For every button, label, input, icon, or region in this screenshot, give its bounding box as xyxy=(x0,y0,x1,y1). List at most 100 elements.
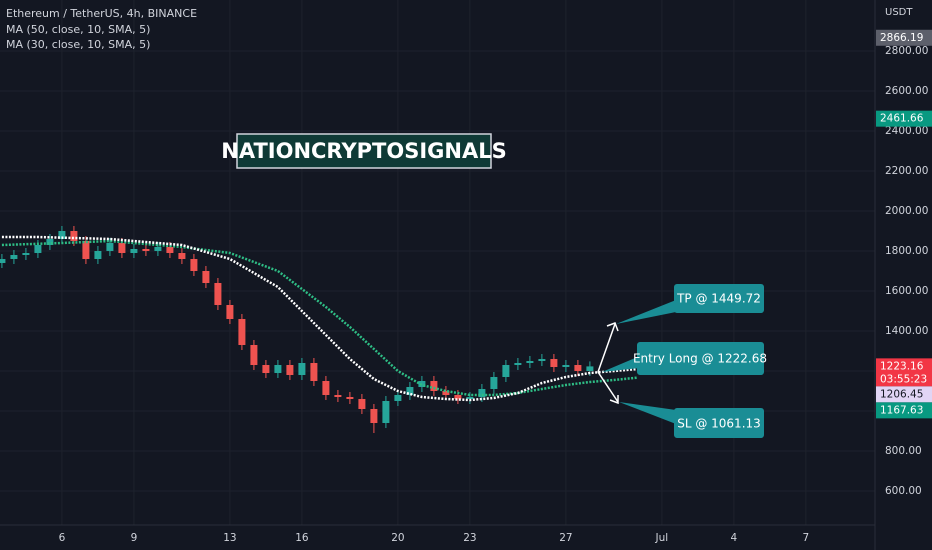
candle-body xyxy=(286,365,294,375)
candle-body xyxy=(22,253,30,255)
moving-average xyxy=(1,235,638,402)
candle-body xyxy=(514,363,522,365)
candle-body xyxy=(142,249,150,251)
candle-body xyxy=(118,243,126,253)
callout-box xyxy=(674,284,764,313)
x-tick-label: 13 xyxy=(223,532,236,544)
arrow-head xyxy=(609,395,619,405)
y-tick-label: 800.00 xyxy=(885,445,922,457)
chart-title: Ethereum / TetherUS, 4h, BINANCE xyxy=(6,7,197,20)
callout-box xyxy=(637,342,764,375)
legend-entry: MA (50, close, 10, SMA, 5) xyxy=(6,23,150,36)
x-tick-label: 23 xyxy=(463,532,476,544)
y-tick-label: 1600.00 xyxy=(885,285,928,297)
candle-body xyxy=(370,409,378,423)
callout-pointer xyxy=(616,300,676,324)
candle-body xyxy=(562,365,570,367)
y-tick-label: 600.00 xyxy=(885,485,922,497)
candle-body xyxy=(358,399,366,409)
countdown: 03:55:23 xyxy=(880,373,927,385)
candle-body xyxy=(586,366,594,371)
candle-body xyxy=(322,381,330,395)
candle-body xyxy=(478,389,486,397)
candle-body xyxy=(346,397,354,399)
plot-area xyxy=(0,0,875,525)
candle-body xyxy=(274,365,282,373)
candle-body xyxy=(0,259,6,263)
price-tag xyxy=(876,386,932,403)
candle-body xyxy=(58,231,66,239)
callout-pointer xyxy=(602,356,640,372)
candle-body xyxy=(454,395,462,399)
y-tick-label: 2000.00 xyxy=(885,205,928,217)
y-tick-label: 2200.00 xyxy=(885,165,928,177)
price-tag xyxy=(876,358,932,387)
price-tag xyxy=(876,29,932,46)
arrow xyxy=(597,323,616,373)
axis-unit: USDT xyxy=(885,7,913,18)
candle-body xyxy=(226,305,234,319)
x-tick-label: Jul xyxy=(655,532,669,544)
candle-body xyxy=(394,395,402,401)
candle-body xyxy=(430,381,438,391)
y-tick-label: 2800.00 xyxy=(885,45,928,57)
candle-body xyxy=(526,361,534,363)
candle-body xyxy=(166,247,174,253)
watermark-box xyxy=(236,133,492,169)
candle-body xyxy=(250,345,258,365)
candle-body xyxy=(298,363,306,375)
callout-pointer xyxy=(619,402,676,424)
arrow-head xyxy=(606,322,619,332)
candle-body xyxy=(34,245,42,253)
y-tick-label: 2400.00 xyxy=(885,125,928,137)
annotation: TP @ 1449.72 xyxy=(676,292,761,306)
price-tag-label: 1223.16 xyxy=(880,360,924,372)
x-tick-label: 9 xyxy=(131,532,138,544)
watermark: NATIONCRYPTOSIGNALS xyxy=(221,139,506,163)
annotation: SL @ 1061.13 xyxy=(677,417,761,431)
candle-body xyxy=(382,401,390,423)
candle-body xyxy=(442,391,450,395)
candle-body xyxy=(406,387,414,395)
candle-body xyxy=(178,253,186,259)
price-tag-label: 1167.63 xyxy=(880,404,923,416)
price-tag-label: 1206.45 xyxy=(880,388,923,400)
x-tick-label: 20 xyxy=(391,532,404,544)
candle-body xyxy=(130,249,138,253)
candle-body xyxy=(538,359,546,361)
x-tick-label: 27 xyxy=(559,532,572,544)
candle-body xyxy=(202,271,210,283)
moving-average xyxy=(1,239,639,397)
y-tick-label: 1400.00 xyxy=(885,325,928,337)
y-tick-label: 1800.00 xyxy=(885,245,928,257)
x-tick-label: 16 xyxy=(295,532,309,544)
price-tag xyxy=(876,402,932,419)
annotation: Entry Long @ 1222.68 xyxy=(633,352,767,366)
x-tick-label: 6 xyxy=(59,532,66,544)
y-tick-label: 2600.00 xyxy=(885,85,928,97)
arrow xyxy=(597,371,619,403)
candle-body xyxy=(466,397,474,399)
candle-body xyxy=(10,255,18,259)
x-tick-label: 7 xyxy=(803,532,810,544)
candle-body xyxy=(490,377,498,389)
candle-body xyxy=(334,395,342,397)
candle-body xyxy=(190,259,198,271)
candle-body xyxy=(94,251,102,259)
x-tick-label: 4 xyxy=(731,532,738,544)
callout-box xyxy=(674,408,764,438)
candle-body xyxy=(310,363,318,381)
candle-body xyxy=(238,319,246,345)
candle-body xyxy=(154,247,162,251)
candle-body xyxy=(214,283,222,305)
price-tag-label: 2461.66 xyxy=(880,113,924,125)
candle-body xyxy=(262,365,270,373)
candle-body xyxy=(550,359,558,367)
price-tag-label: 2866.19 xyxy=(880,32,923,44)
candle-body xyxy=(82,241,90,259)
legend-entry: MA (30, close, 10, SMA, 5) xyxy=(6,38,150,51)
candle-body xyxy=(106,243,114,251)
candle-body xyxy=(70,231,78,241)
